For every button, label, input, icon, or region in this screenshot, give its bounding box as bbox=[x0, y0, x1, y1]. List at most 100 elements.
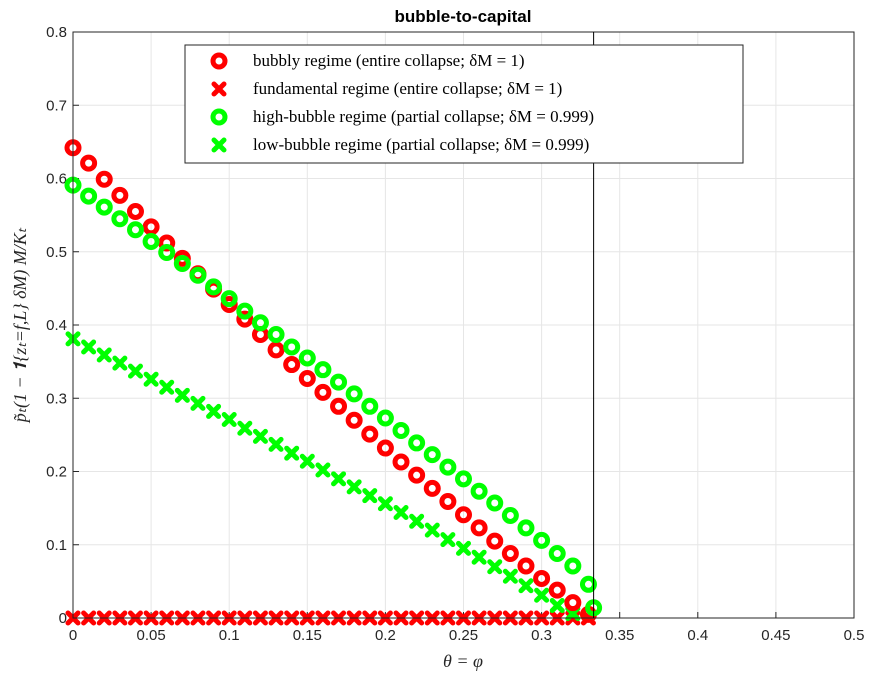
data-point-0 bbox=[501, 545, 519, 563]
data-point-2 bbox=[220, 290, 238, 308]
data-point-2 bbox=[95, 198, 113, 216]
data-point-3 bbox=[96, 347, 112, 363]
y-tick-label: 0.1 bbox=[46, 537, 67, 554]
data-point-0 bbox=[236, 310, 254, 328]
x-tick-label: 0.5 bbox=[844, 627, 865, 644]
data-point-3 bbox=[487, 559, 503, 575]
y-tick-label: 0.3 bbox=[46, 390, 67, 407]
data-point-3 bbox=[143, 371, 159, 387]
data-point-0 bbox=[330, 397, 348, 415]
data-point-0 bbox=[439, 493, 457, 511]
data-point-2 bbox=[455, 470, 472, 488]
data-point-3 bbox=[81, 339, 97, 355]
data-point-2 bbox=[126, 221, 144, 239]
data-point-2 bbox=[173, 254, 191, 272]
data-point-0 bbox=[408, 466, 426, 484]
data-point-2 bbox=[486, 494, 504, 512]
data-point-2 bbox=[267, 326, 285, 344]
data-point-2 bbox=[408, 434, 426, 452]
data-point-2 bbox=[111, 210, 129, 228]
data-point-0 bbox=[95, 170, 113, 188]
data-point-2 bbox=[298, 349, 316, 367]
x-tick-label: 0.15 bbox=[293, 627, 322, 644]
data-point-3 bbox=[315, 462, 331, 478]
data-point-0 bbox=[470, 519, 488, 537]
data-point-3 bbox=[206, 403, 222, 419]
data-point-2 bbox=[158, 243, 176, 261]
data-point-3 bbox=[534, 587, 550, 603]
legend-markers bbox=[210, 52, 228, 153]
data-point-2 bbox=[361, 397, 379, 415]
data-point-3 bbox=[112, 355, 128, 371]
x-tick-label: 0.45 bbox=[761, 627, 790, 644]
chart-title: bubble-to-capital bbox=[395, 7, 532, 26]
data-point-3 bbox=[252, 428, 268, 444]
data-point-3 bbox=[440, 532, 456, 548]
legend-label-low-bubble: low-bubble regime (partial collapse; δM … bbox=[253, 135, 589, 154]
data-point-3 bbox=[159, 379, 175, 395]
data-point-0 bbox=[548, 581, 566, 599]
data-point-3 bbox=[549, 598, 565, 614]
x-tick-label: 0.4 bbox=[687, 627, 708, 644]
data-point-3 bbox=[424, 522, 440, 538]
x-tick-label: 0.35 bbox=[605, 627, 634, 644]
data-point-3 bbox=[284, 445, 300, 461]
data-point-2 bbox=[564, 557, 582, 575]
data-point-0 bbox=[126, 202, 144, 220]
y-tick-label: 0.8 bbox=[46, 24, 67, 41]
data-point-0 bbox=[564, 594, 582, 612]
data-point-0 bbox=[298, 369, 316, 387]
data-point-2 bbox=[189, 266, 207, 284]
data-point-2 bbox=[283, 338, 301, 356]
legend-label-fundamental: fundamental regime (entire collapse; δM … bbox=[253, 79, 562, 98]
legend-marker-1 bbox=[211, 81, 227, 97]
data-point-0 bbox=[376, 439, 394, 457]
data-point-3 bbox=[331, 471, 347, 487]
data-point-0 bbox=[283, 356, 301, 374]
x-tick-label: 0.05 bbox=[136, 627, 165, 644]
data-point-0 bbox=[111, 186, 129, 204]
data-point-2 bbox=[579, 575, 597, 593]
data-point-3 bbox=[221, 411, 237, 427]
data-point-2 bbox=[314, 361, 332, 379]
data-point-0 bbox=[533, 569, 551, 587]
data-point-3 bbox=[190, 395, 206, 411]
x-tick-label: 0.1 bbox=[219, 627, 240, 644]
data-point-2 bbox=[501, 506, 519, 524]
data-point-2 bbox=[423, 446, 441, 464]
plot-frame bbox=[72, 31, 855, 619]
data-point-2 bbox=[533, 531, 551, 549]
data-point-0 bbox=[314, 383, 332, 401]
data-point-2 bbox=[330, 373, 348, 391]
legend-label-high-bubble: high-bubble regime (partial collapse; δM… bbox=[253, 107, 594, 126]
data-point-2 bbox=[470, 482, 488, 500]
data-point-0 bbox=[455, 506, 472, 524]
y-tick-label: 0.7 bbox=[46, 97, 67, 114]
axis-ticks: 0 0.05 0.1 0.15 0.2 0.25 0.3 0.35 0.4 0.45 0.5 0 0.1… bbox=[46, 24, 864, 644]
y-tick-label: 0.5 bbox=[46, 244, 67, 261]
data-point-3 bbox=[346, 479, 362, 495]
data-point-0 bbox=[142, 218, 160, 236]
data-point-2 bbox=[236, 302, 254, 320]
data-point-3 bbox=[362, 488, 378, 504]
x-axis-label: θ = φ bbox=[443, 651, 483, 671]
data-point-3 bbox=[268, 436, 284, 452]
x-tick-label: 0.25 bbox=[449, 627, 478, 644]
data-point-3 bbox=[377, 496, 393, 512]
x-tick-label: 0.3 bbox=[531, 627, 552, 644]
data-point-0 bbox=[423, 479, 441, 497]
data-point-3 bbox=[409, 513, 425, 529]
x-tick-label: 0.2 bbox=[375, 627, 396, 644]
data-point-3 bbox=[518, 578, 534, 594]
data-point-3 bbox=[299, 453, 315, 469]
data-point-3 bbox=[471, 549, 487, 565]
legend-box bbox=[184, 44, 744, 164]
y-tick-label: 0.6 bbox=[46, 171, 67, 188]
data-point-2 bbox=[205, 278, 223, 296]
data-point-0 bbox=[345, 411, 363, 429]
data-point-3 bbox=[456, 540, 471, 556]
data-point-3 bbox=[174, 387, 190, 403]
data-point-0 bbox=[392, 453, 410, 471]
data-point-0 bbox=[361, 425, 379, 443]
